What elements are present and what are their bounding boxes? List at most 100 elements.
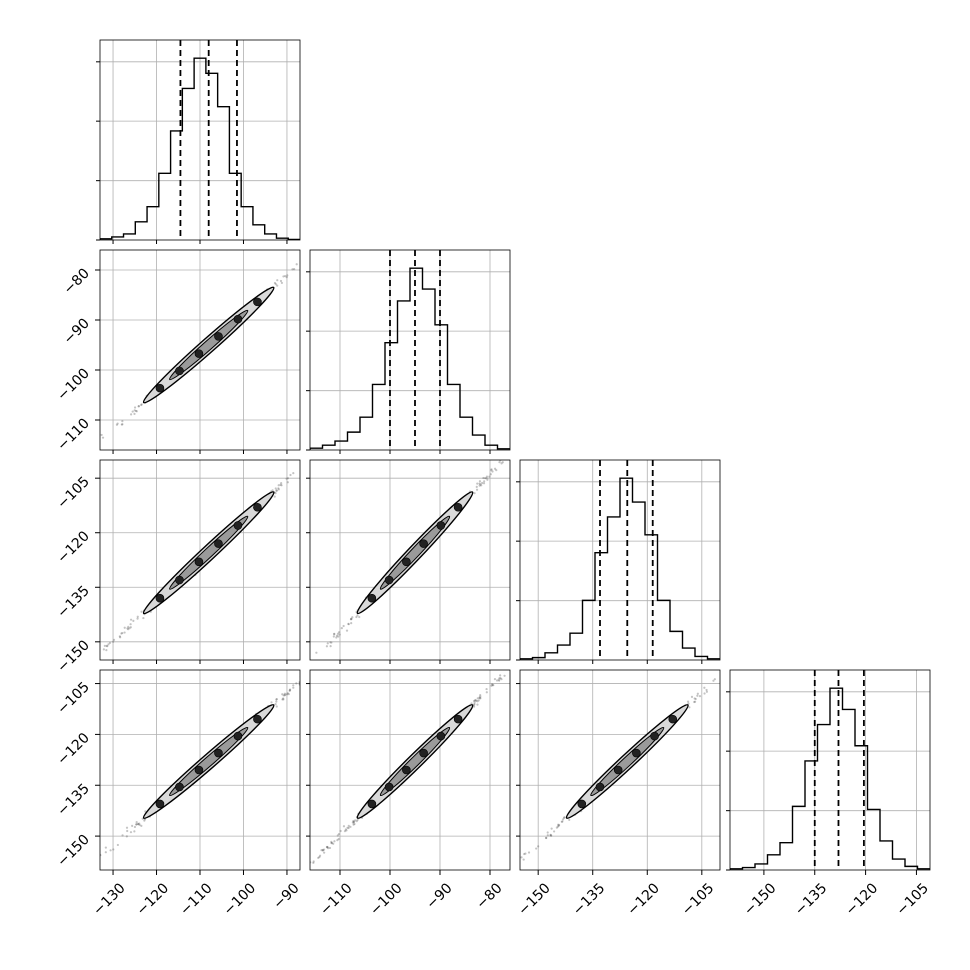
- scatter-point: [333, 653, 335, 655]
- scatter-point: [311, 258, 313, 260]
- density-marker: [175, 782, 184, 792]
- scatter-point: [315, 663, 317, 665]
- density-marker: [194, 349, 204, 358]
- scatter-point: [284, 689, 286, 691]
- scatter-point: [105, 644, 108, 648]
- scatter-point: [286, 693, 289, 696]
- scatter-point: [478, 484, 481, 487]
- y-tick-label: −135: [54, 781, 93, 820]
- scatter-point: [535, 424, 537, 426]
- scatter-point: [315, 651, 318, 654]
- density-marker: [214, 332, 223, 341]
- scatter-point: [333, 632, 336, 635]
- scatter-point: [300, 683, 302, 685]
- scatter-point: [143, 819, 146, 822]
- scatter-point: [495, 468, 498, 472]
- scatter-point: [85, 446, 87, 448]
- scatter-point: [305, 865, 307, 867]
- scatter-point: [497, 678, 500, 681]
- x-tick-label: −105: [894, 880, 933, 919]
- scatter-point: [528, 435, 530, 437]
- scatter-point: [485, 687, 488, 691]
- scatter-point: [558, 823, 561, 827]
- scatter-point: [333, 633, 336, 636]
- scatter-point: [484, 477, 487, 480]
- x-tick-label: −135: [570, 880, 609, 919]
- scatter-point: [345, 226, 347, 228]
- scatter-point: [112, 638, 116, 641]
- scatter-point: [121, 420, 124, 423]
- scatter-point: [698, 695, 702, 698]
- scatter-point: [553, 830, 556, 833]
- scatter-point: [302, 668, 304, 670]
- scatter-point: [119, 636, 122, 639]
- scatter-point: [286, 481, 289, 484]
- scatter-point: [333, 649, 335, 651]
- scatter-point: [733, 662, 735, 664]
- scatter-point: [338, 633, 341, 636]
- scatter-point: [485, 475, 489, 478]
- scatter-point: [106, 645, 109, 648]
- scatter-point: [286, 477, 290, 480]
- x-tick-label: −150: [515, 880, 554, 919]
- y-tick-label: −150: [54, 832, 93, 871]
- scatter-point: [276, 284, 279, 287]
- y-tick-label: −120: [54, 528, 93, 567]
- density-marker: [650, 731, 659, 741]
- scatter-point: [333, 840, 336, 843]
- scatter-point: [693, 700, 696, 704]
- scatter-point: [498, 677, 501, 680]
- scatter-point: [273, 495, 276, 498]
- scatter-point: [105, 649, 108, 652]
- scatter-point: [131, 410, 134, 413]
- scatter-point: [274, 283, 277, 286]
- scatter-point: [334, 653, 336, 655]
- scatter-point: [395, 377, 397, 379]
- scatter-point: [281, 698, 284, 701]
- scatter-point: [352, 823, 355, 826]
- scatter-point: [91, 660, 93, 662]
- scatter-point: [295, 263, 298, 266]
- scatter-point: [693, 700, 697, 703]
- scatter-point: [320, 849, 323, 852]
- scatter-point: [125, 835, 128, 838]
- scatter-point: [553, 404, 555, 406]
- scatter-point: [693, 697, 696, 700]
- scatter-point: [282, 698, 285, 701]
- scatter-point: [275, 489, 278, 492]
- scatter-point: [274, 703, 277, 706]
- scatter-panel-2-3: −150 −135 −120 −105: [515, 662, 735, 919]
- scatter-point: [312, 252, 314, 254]
- scatter-point: [89, 447, 91, 449]
- scatter-point: [129, 413, 133, 416]
- scatter-point: [291, 268, 294, 271]
- density-marker: [453, 714, 463, 724]
- scatter-point: [323, 851, 326, 854]
- scatter-point: [308, 458, 310, 460]
- scatter-point: [329, 437, 331, 439]
- scatter-point: [96, 439, 98, 441]
- density-marker: [233, 731, 243, 741]
- scatter-point: [96, 444, 98, 446]
- scatter-point: [306, 259, 308, 261]
- scatter-point: [687, 702, 690, 705]
- scatter-point: [277, 487, 280, 490]
- scatter-point: [316, 245, 318, 247]
- scatter-point: [332, 842, 335, 845]
- scatter-point: [332, 635, 335, 638]
- x-tick-label: −120: [624, 880, 663, 919]
- scatter-point: [104, 851, 107, 854]
- scatter-point: [550, 408, 552, 410]
- scatter-point: [318, 855, 321, 859]
- scatter-point: [346, 826, 349, 829]
- scatter-point: [327, 847, 330, 850]
- scatter-point: [561, 820, 564, 823]
- axes-frame: [309, 459, 511, 661]
- scatter-point: [140, 403, 143, 406]
- scatter-point: [501, 461, 504, 464]
- scatter-point: [337, 631, 341, 634]
- scatter-point: [478, 697, 481, 700]
- scatter-point: [330, 641, 333, 644]
- scatter-point: [326, 845, 329, 849]
- scatter-point: [490, 468, 493, 471]
